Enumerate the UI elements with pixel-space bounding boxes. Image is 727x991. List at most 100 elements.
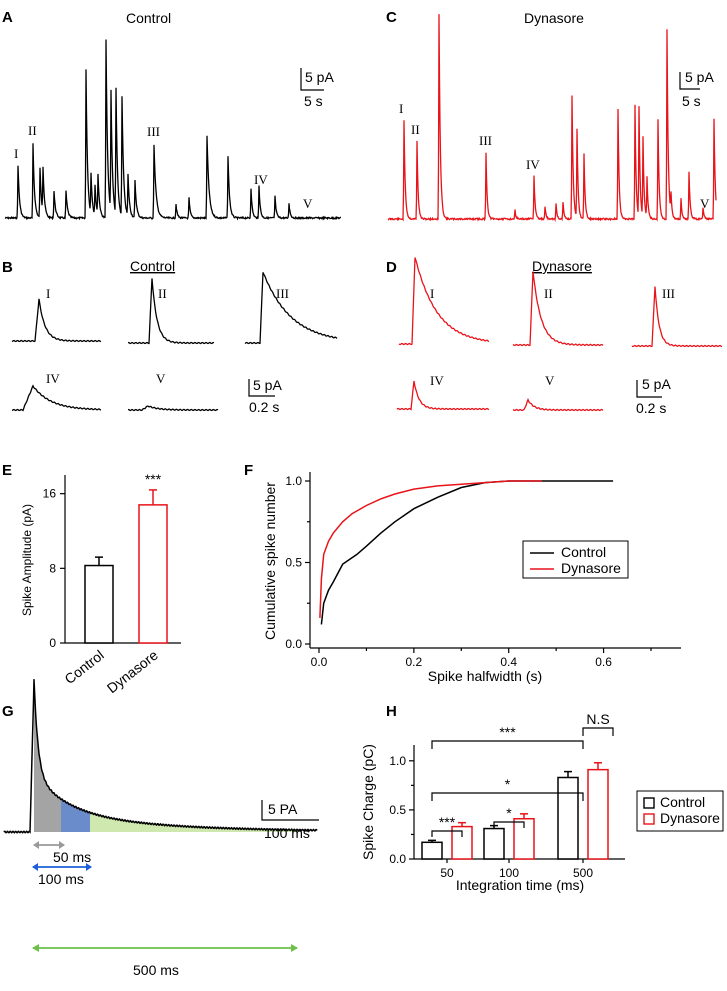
panel-c-dynasore-trace	[387, 14, 717, 223]
h-x-tick-label: 50	[440, 866, 454, 880]
event-label-v: V	[700, 196, 710, 211]
event-label-iii: III	[276, 286, 289, 301]
g-area-100ms	[61, 799, 90, 832]
panel-b-event-traces	[11, 272, 338, 412]
arrow-500ms-label: 500 ms	[133, 962, 179, 978]
scale-d-x: 0.2 s	[636, 400, 666, 416]
event-trace-ii	[127, 278, 215, 345]
panel-d-scale-bar: 5 pA 0.2 s	[636, 376, 671, 416]
h-x-axis-label: Integration time (ms)	[456, 877, 584, 893]
event-trace-v	[127, 405, 219, 412]
e-bar-dynasore	[138, 504, 168, 644]
h-legend-swatch-dynasore	[643, 813, 655, 825]
h-sig-bracket-control-50-500	[431, 792, 584, 801]
e-y-tick-label: 8	[49, 561, 56, 575]
f-x-tick-label: 0.6	[595, 655, 612, 669]
event-trace-iii	[244, 272, 338, 345]
chart-h-spike-charge: 0.0 0.5 1.0 Spike Charge (pC) Integration ti…	[360, 711, 724, 893]
h-y-axis-label: Spike Charge (pC)	[360, 744, 376, 860]
panel-g-integration-trace	[3, 679, 318, 834]
arrow-100ms: 100 ms	[32, 863, 92, 887]
event-trace-iv	[11, 384, 101, 412]
g-area-50ms	[34, 679, 61, 832]
event-label-i: I	[399, 101, 403, 116]
panel-label-d: D	[386, 259, 397, 276]
panel-b-title: Control	[130, 258, 175, 274]
chart-f-cumulative: 0.0 0.5 1.0 0.0 0.2 0.4 0.6 Spike halfwidth (s)…	[262, 472, 681, 684]
event-label-i: I	[14, 146, 18, 161]
panel-c-scale-bar: 5 pA 5 s	[679, 69, 714, 109]
f-x-axis-label: Spike halfwidth (s)	[428, 668, 542, 684]
panel-g-scale-bar: 5 PA 100 ms	[261, 800, 319, 841]
f-y-axis-label: Cumulative spike number	[262, 482, 278, 640]
h-bar-dynasore-500	[587, 768, 609, 860]
e-y-tick-label: 16	[43, 487, 57, 501]
panel-label-c: C	[386, 9, 397, 26]
panel-c-title: Dynasore	[524, 10, 584, 26]
event-label-iv: IV	[430, 373, 444, 388]
panel-b-scale-bar: 5 pA 0.2 s	[248, 377, 282, 415]
event-label-ii: II	[28, 123, 37, 138]
scale-g-x: 100 ms	[264, 825, 310, 841]
event-trace-i	[398, 257, 490, 346]
panel-a-control-trace	[4, 39, 341, 221]
h-sig-bracket-100-label: *	[506, 805, 512, 821]
f-legend-box	[522, 540, 629, 579]
h-y-tick-label: 1.0	[389, 754, 406, 768]
e-y-tick-label: 0	[49, 636, 56, 650]
h-bar-control-50	[421, 841, 443, 860]
event-label-ii: II	[411, 122, 420, 137]
panel-label-f: F	[244, 462, 253, 479]
arrow-500ms: 500 ms	[32, 944, 298, 978]
panel-d-event-traces	[396, 257, 723, 412]
event-label-iii: III	[147, 124, 160, 139]
event-label-iv: IV	[254, 172, 268, 187]
h-sig-bracket-500	[582, 727, 614, 736]
h-sig-bracket-control-50-500-label: *	[505, 776, 511, 792]
panel-label-b: B	[2, 259, 13, 276]
h-bar-dynasore-100	[513, 817, 535, 860]
f-y-tick-label: 1.0	[285, 474, 302, 488]
f-x-tick-label: 0.4	[500, 655, 517, 669]
h-legend-label-control: Control	[660, 794, 705, 810]
h-sig-bracket-50-label: ***	[439, 814, 456, 830]
panel-label-h: H	[386, 703, 397, 720]
event-label-v: V	[156, 371, 166, 386]
f-y-tick-label: 0.0	[285, 637, 302, 651]
event-label-i: I	[430, 286, 434, 301]
event-label-v: V	[303, 196, 313, 211]
e-x-tick-label-control: Control	[61, 647, 106, 687]
h-bar-control-100	[483, 827, 505, 860]
h-y-tick-label: 0.0	[389, 852, 406, 866]
arrow-100ms-label: 100 ms	[38, 871, 84, 887]
panel-b-event-labels: I II III IV V	[46, 286, 289, 386]
event-label-i: I	[46, 286, 50, 301]
event-trace-iii	[631, 286, 723, 348]
h-sig-bracket-500-label: N.S	[586, 711, 609, 727]
panel-label-e: E	[2, 462, 12, 479]
event-trace-i	[11, 298, 102, 343]
scale-c-x: 5 s	[682, 93, 701, 109]
h-legend-swatch-control	[643, 797, 655, 809]
event-label-iii: III	[662, 286, 675, 301]
event-label-iv: IV	[46, 371, 60, 386]
h-y-tick-label: 0.5	[389, 803, 406, 817]
h-sig-bracket-100	[493, 821, 525, 828]
panel-g-window-arrows: 50 ms 100 ms 500 ms	[32, 841, 298, 978]
f-x-tick-label: 0.0	[311, 655, 328, 669]
h-sig-bracket-control-500	[431, 740, 584, 749]
event-label-iv: IV	[526, 157, 540, 172]
panel-c-event-labels: I II III IV V	[399, 101, 710, 211]
event-label-ii: II	[544, 286, 553, 301]
h-bar-dynasore-50	[451, 825, 473, 860]
event-trace-v	[512, 397, 604, 412]
event-label-v: V	[545, 373, 555, 388]
panel-a-title: Control	[126, 10, 171, 26]
panel-d-title: Dynasore	[532, 258, 592, 274]
scale-g-y: 5 PA	[268, 801, 298, 817]
e-bar-control	[84, 564, 114, 644]
arrow-50ms: 50 ms	[33, 841, 91, 865]
h-x-tick-label: 100	[499, 866, 519, 880]
f-series-dynasore	[319, 480, 542, 618]
